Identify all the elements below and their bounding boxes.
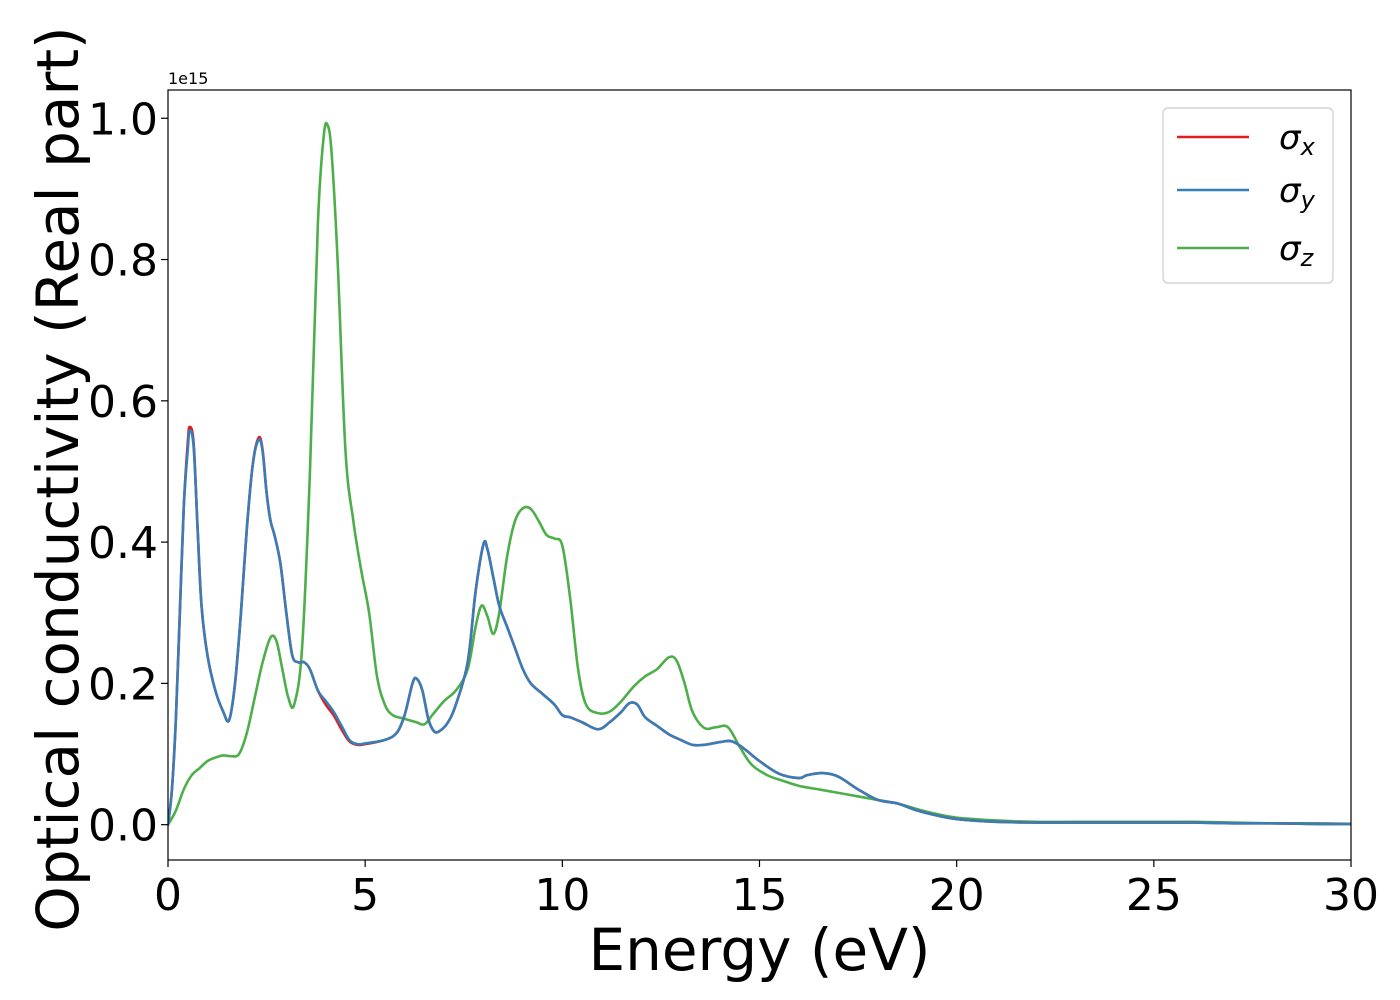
y-scale-offset-label: 1e15 — [168, 69, 208, 88]
x-tick-label: 15 — [732, 870, 788, 921]
legend-box — [1162, 107, 1334, 284]
y-axis-title: Optical conductivity (Real part) — [24, 26, 92, 931]
plot-layer — [168, 121, 1351, 826]
y-tick-label: 0.0 — [88, 801, 158, 852]
x-tick-label: 5 — [351, 870, 379, 921]
x-tick-label: 20 — [929, 870, 985, 921]
x-tick-label: 10 — [534, 870, 590, 921]
legend-label-z: σz — [1279, 229, 1315, 272]
ticks-layer: 0 5 10 15 20 25 30 0.0 0.2 0.4 0.6 0.8 1.0 — [88, 94, 1379, 921]
y-tick-label: 0.4 — [88, 518, 158, 569]
legend: σx σy σz — [1162, 107, 1334, 284]
x-tick-label: 25 — [1126, 870, 1182, 921]
y-tick-label: 0.2 — [88, 659, 158, 710]
series-line-z — [168, 121, 1351, 826]
series-line-y — [168, 429, 1351, 826]
legend-label-x: σx — [1279, 118, 1316, 161]
y-tick-label: 1.0 — [88, 94, 158, 145]
x-tick-label: 30 — [1323, 870, 1379, 921]
plot-frame — [167, 89, 1352, 861]
x-tick-label: 0 — [154, 870, 182, 921]
y-tick-label: 0.6 — [88, 377, 158, 428]
legend-label-y: σy — [1279, 171, 1316, 214]
x-axis-title: Energy (eV) — [588, 916, 930, 984]
y-tick-label: 0.8 — [88, 236, 158, 287]
